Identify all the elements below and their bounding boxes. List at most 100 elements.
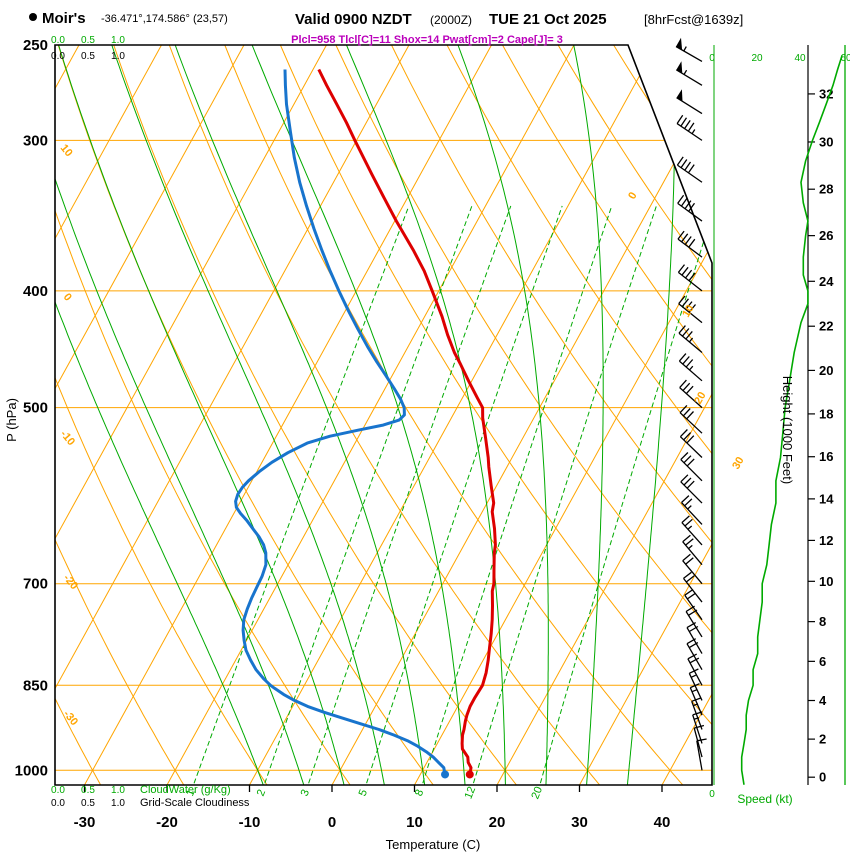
- cloudwater-scale-tick-bottom: 0.0: [51, 785, 65, 796]
- pressure-tick-label: 850: [23, 677, 48, 694]
- cloudiness-scale-tick-bottom: 0.0: [51, 798, 65, 809]
- wind-barb: [676, 97, 703, 115]
- cloudiness-scale-tick: 0.0: [51, 51, 65, 62]
- moist-adiabat-line: [55, 45, 266, 785]
- dry-adiabat-line: [55, 45, 272, 785]
- dry-adiabat-line: [55, 45, 355, 785]
- temperature-tick-label: 20: [489, 814, 506, 831]
- isotherm-line: [166, 45, 575, 785]
- moist-adiabat-line: [55, 45, 306, 785]
- surface-dewpoint-dot: [441, 770, 450, 779]
- height-tick-label: 10: [819, 574, 833, 589]
- mixing-ratio-label: 1: [184, 788, 197, 798]
- cloudwater-scale-tick-bottom: 0.5: [81, 785, 95, 796]
- height-tick-label: 26: [819, 228, 833, 243]
- dry-adiabat-label: -30: [61, 708, 80, 728]
- cloudiness-scale-tick-bottom: 0.5: [81, 798, 95, 809]
- wind-barb: [677, 264, 703, 292]
- mixing-ratio-line: [261, 205, 473, 785]
- pressure-tick-label: 400: [23, 283, 48, 300]
- dry-adiabat-line: [113, 45, 522, 785]
- height-tick-label: 28: [819, 182, 833, 197]
- wind-barb: [675, 45, 703, 63]
- isotherm-line: [84, 45, 492, 785]
- wind-barb: [676, 156, 703, 183]
- temperature-axis-title: Temperature (C): [386, 837, 481, 852]
- pressure-tick-label: 700: [23, 576, 48, 593]
- moist-adiabat-line: [58, 45, 346, 785]
- wind-barb: [676, 114, 703, 141]
- dewpoint-curve: [234, 69, 447, 775]
- pressure-tick-label: 250: [23, 37, 48, 54]
- stability-indices: Plcl=958 Tlcl[C]=11 Shox=14 Pwat[cm]=2 C…: [291, 34, 563, 46]
- plot-frame: [54, 44, 713, 786]
- cloudiness-scale-tick: 1.0: [111, 51, 125, 62]
- dry-adiabat-line: [335, 45, 712, 785]
- dry-adiabat-line: [57, 45, 439, 785]
- height-tick-label: 20: [819, 363, 833, 378]
- moist-adiabat-line: [626, 45, 676, 785]
- temperature-tick-label: 10: [406, 814, 423, 831]
- temperature-tick-label: -30: [74, 814, 96, 831]
- wind-barb: [681, 515, 703, 546]
- valid-time: Valid 0900 NZDT: [295, 11, 412, 28]
- wind-barb: [680, 452, 703, 482]
- dry-adiabat-label: 0: [61, 291, 74, 303]
- dry-adiabat-line: [168, 45, 605, 785]
- height-tick-label: 16: [819, 449, 833, 464]
- mixing-ratio-label: 12: [462, 785, 478, 801]
- height-tick-label: 6: [819, 654, 826, 669]
- pressure-tick-label: 500: [23, 400, 48, 417]
- height-tick-label: 0: [819, 770, 826, 785]
- isotherm-line: [55, 45, 410, 785]
- height-tick-label: 12: [819, 533, 833, 548]
- mixing-ratio-label: 5: [357, 788, 370, 798]
- temperature-tick-label: -10: [239, 814, 261, 831]
- background-grid: [55, 45, 712, 785]
- temperature-tick-label: -20: [156, 814, 178, 831]
- valid-date: TUE 21 Oct 2025: [489, 11, 607, 28]
- height-tick-label: 24: [819, 274, 834, 289]
- wind-barb: [677, 194, 703, 222]
- wind-barb: [679, 429, 703, 458]
- axis-titles: P (hPa) Temperature (C) Height (1000 Fee…: [4, 376, 795, 852]
- wind-barb: [687, 653, 703, 686]
- mixing-ratio-label: 3: [299, 788, 312, 798]
- cloudwater-scale-tick: 0.0: [51, 35, 65, 46]
- isotherm-label: 20: [692, 390, 709, 407]
- height-tick-label: 30: [819, 134, 833, 149]
- cloudwater-scale-tick-bottom: 1.0: [111, 785, 125, 796]
- mixing-ratio-line: [537, 205, 712, 785]
- station-bullet-icon: [29, 13, 37, 21]
- speed-scale-tick: 60: [840, 53, 850, 64]
- cloudwater-scale-tick: 1.0: [111, 35, 125, 46]
- moist-adiabat-line: [174, 45, 426, 785]
- wind-barb: [682, 553, 703, 585]
- pressure-axis-title: P (hPa): [4, 398, 19, 442]
- dry-adiabat-line: [502, 45, 712, 785]
- pressure-tick-label: 300: [23, 132, 48, 149]
- moist-adiabat-line: [111, 45, 386, 785]
- dry-adiabat-line: [224, 45, 689, 785]
- dry-adiabat-line: [391, 45, 712, 785]
- cloudwater-label: CloudWater (g/Kg): [140, 784, 231, 796]
- isotherm-line: [55, 45, 245, 785]
- wind-barb: [693, 724, 705, 758]
- speed-profile-curve: [740, 55, 843, 785]
- isotherm-line: [55, 45, 327, 785]
- cloudiness-scale-tick: 0.5: [81, 51, 95, 62]
- cloudwater-scale-tick: 0.5: [81, 35, 95, 46]
- wind-barb: [678, 325, 703, 354]
- wind-barb: [679, 379, 703, 409]
- height-tick-label: 2: [819, 732, 826, 747]
- mixing-ratio-line: [190, 205, 410, 785]
- isotherm-line: [331, 45, 712, 785]
- isotherm-line: [496, 45, 712, 785]
- mixing-ratio-line: [470, 205, 657, 785]
- wind-barb: [677, 230, 703, 258]
- dry-adiabat-line: [279, 45, 712, 785]
- temperature-tick-label: 0: [328, 814, 336, 831]
